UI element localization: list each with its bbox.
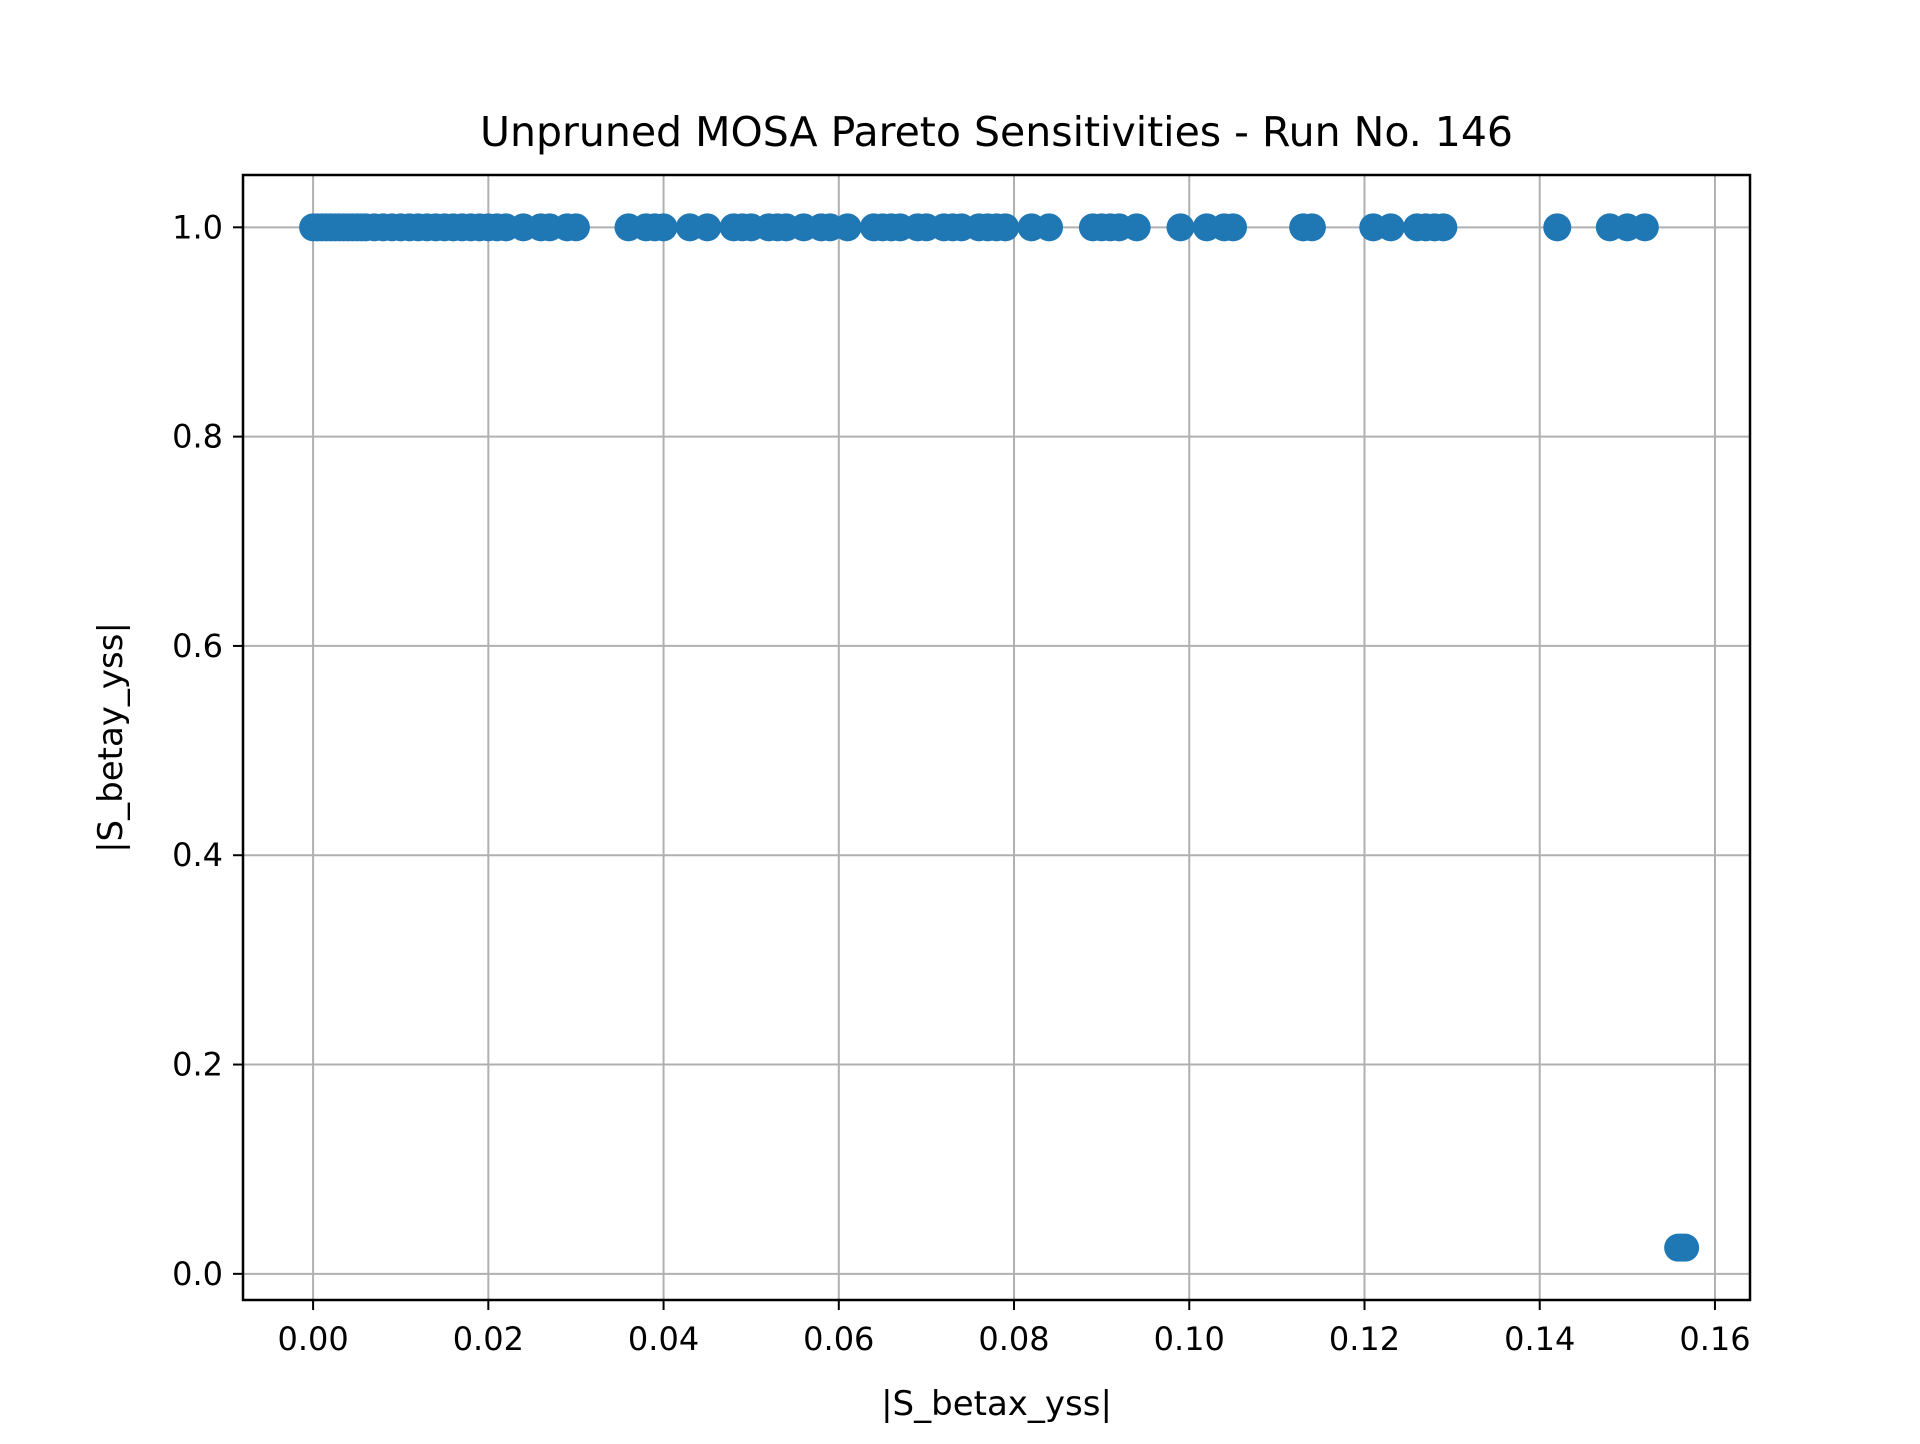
scatter-point — [561, 213, 590, 242]
scatter-point — [1630, 213, 1659, 242]
axis-ticks: 0.00 0.02 0.04 0.06 0.08 0.10 0.12 0.14 0.16 0.0 0… — [172, 208, 1750, 1358]
scatter-point — [1035, 213, 1064, 242]
scatter-point — [1166, 213, 1195, 242]
scatter-point — [1122, 213, 1151, 242]
x-tick-label: 0.02 — [453, 1320, 524, 1358]
y-tick-label: 1.0 — [172, 208, 223, 246]
x-tick-label: 0.14 — [1504, 1320, 1575, 1358]
y-tick-label: 0.2 — [172, 1046, 223, 1084]
x-tick-label: 0.00 — [277, 1320, 348, 1358]
y-tick-label: 0.8 — [172, 418, 223, 456]
scatter-point — [1429, 213, 1458, 242]
scatter-point — [1671, 1233, 1700, 1262]
scatter-point — [1219, 213, 1248, 242]
scatter-point — [833, 213, 862, 242]
x-tick-label: 0.12 — [1329, 1320, 1400, 1358]
x-tick-label: 0.16 — [1679, 1320, 1750, 1358]
scatter-point — [1543, 213, 1572, 242]
scatter-point — [1376, 213, 1405, 242]
data-points — [299, 213, 1700, 1262]
scatter-point — [991, 213, 1020, 242]
x-axis-label: |S_betax_yss| — [881, 1384, 1112, 1424]
x-tick-label: 0.08 — [978, 1320, 1049, 1358]
y-axis-label: |S_betay_yss| — [91, 622, 131, 853]
scatter-point — [693, 213, 722, 242]
plot-frame — [241, 173, 1752, 1302]
y-tick-label: 0.4 — [172, 836, 223, 874]
x-tick-label: 0.04 — [628, 1320, 699, 1358]
chart-title: Unpruned MOSA Pareto Sensitivities - Run… — [480, 108, 1513, 156]
y-tick-label: 0.6 — [172, 627, 223, 665]
x-tick-label: 0.10 — [1154, 1320, 1225, 1358]
scatter-point — [649, 213, 678, 242]
y-tick-label: 0.0 — [172, 1255, 223, 1293]
scatter-point — [1297, 213, 1326, 242]
x-tick-label: 0.06 — [803, 1320, 874, 1358]
